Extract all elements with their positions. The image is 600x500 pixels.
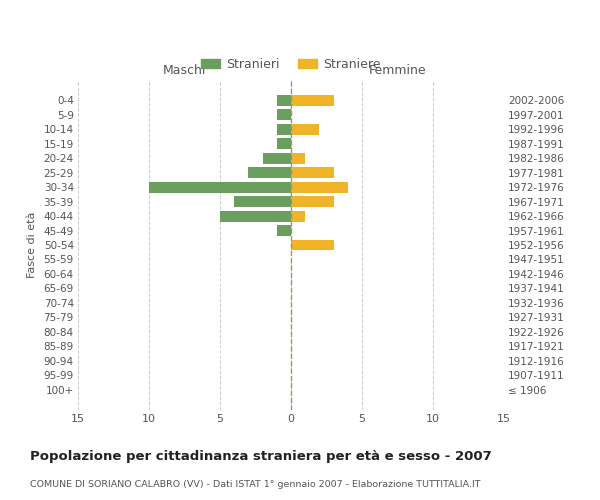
Text: Maschi: Maschi [163,64,206,76]
Bar [291,240,334,250]
Text: Femmine: Femmine [368,64,427,76]
Bar [291,182,348,192]
Y-axis label: Fasce di età: Fasce di età [26,212,37,278]
Bar [291,196,334,207]
Bar [263,153,291,164]
Bar [291,124,319,135]
Bar [277,110,291,120]
Bar [220,210,291,222]
Bar [291,210,305,222]
Bar [149,182,291,192]
Legend: Stranieri, Straniere: Stranieri, Straniere [196,53,386,76]
Bar [277,225,291,236]
Text: Popolazione per cittadinanza straniera per età e sesso - 2007: Popolazione per cittadinanza straniera p… [30,450,492,463]
Bar [234,196,291,207]
Bar [277,124,291,135]
Bar [277,95,291,106]
Bar [291,95,334,106]
Bar [248,168,291,178]
Bar [291,168,334,178]
Bar [291,153,305,164]
Text: COMUNE DI SORIANO CALABRO (VV) - Dati ISTAT 1° gennaio 2007 - Elaborazione TUTTI: COMUNE DI SORIANO CALABRO (VV) - Dati IS… [30,480,481,489]
Bar [277,138,291,149]
